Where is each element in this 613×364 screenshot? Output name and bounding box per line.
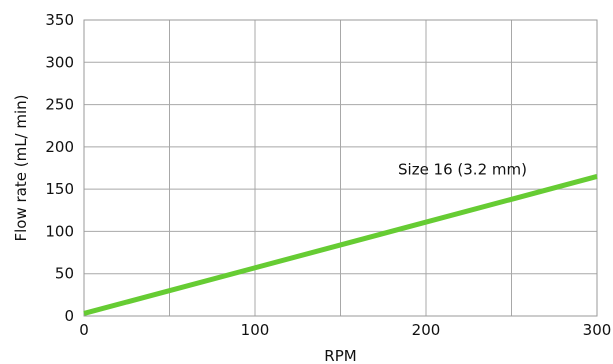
- x-tick-labels: 0 100 200 300: [79, 321, 611, 339]
- y-tick-label-200: 200: [45, 138, 74, 156]
- y-axis-title: Flow rate (mL/ min): [12, 94, 30, 241]
- y-tick-label-150: 150: [45, 180, 74, 198]
- y-tick-labels: 0 50 100 150 200 250 300 350: [45, 11, 74, 325]
- x-tick-label-300: 300: [583, 321, 612, 339]
- series-line-0: [83, 174, 598, 316]
- series-layer: [83, 174, 598, 316]
- y-tick-label-350: 350: [45, 11, 74, 29]
- x-tick-label-0: 0: [79, 321, 89, 339]
- y-tick-label-100: 100: [45, 222, 74, 240]
- series-annotation-0: Size 16 (3.2 mm): [398, 160, 527, 178]
- y-tick-label-0: 0: [64, 307, 74, 325]
- y-tick-label-250: 250: [45, 96, 74, 114]
- x-tick-label-100: 100: [241, 321, 270, 339]
- y-tick-label-50: 50: [55, 265, 74, 283]
- y-tick-label-300: 300: [45, 53, 74, 71]
- plot-frame: [83, 19, 598, 317]
- x-tick-label-200: 200: [412, 321, 441, 339]
- x-axis-title: RPM: [324, 347, 356, 364]
- annotations: Size 16 (3.2 mm): [398, 160, 527, 178]
